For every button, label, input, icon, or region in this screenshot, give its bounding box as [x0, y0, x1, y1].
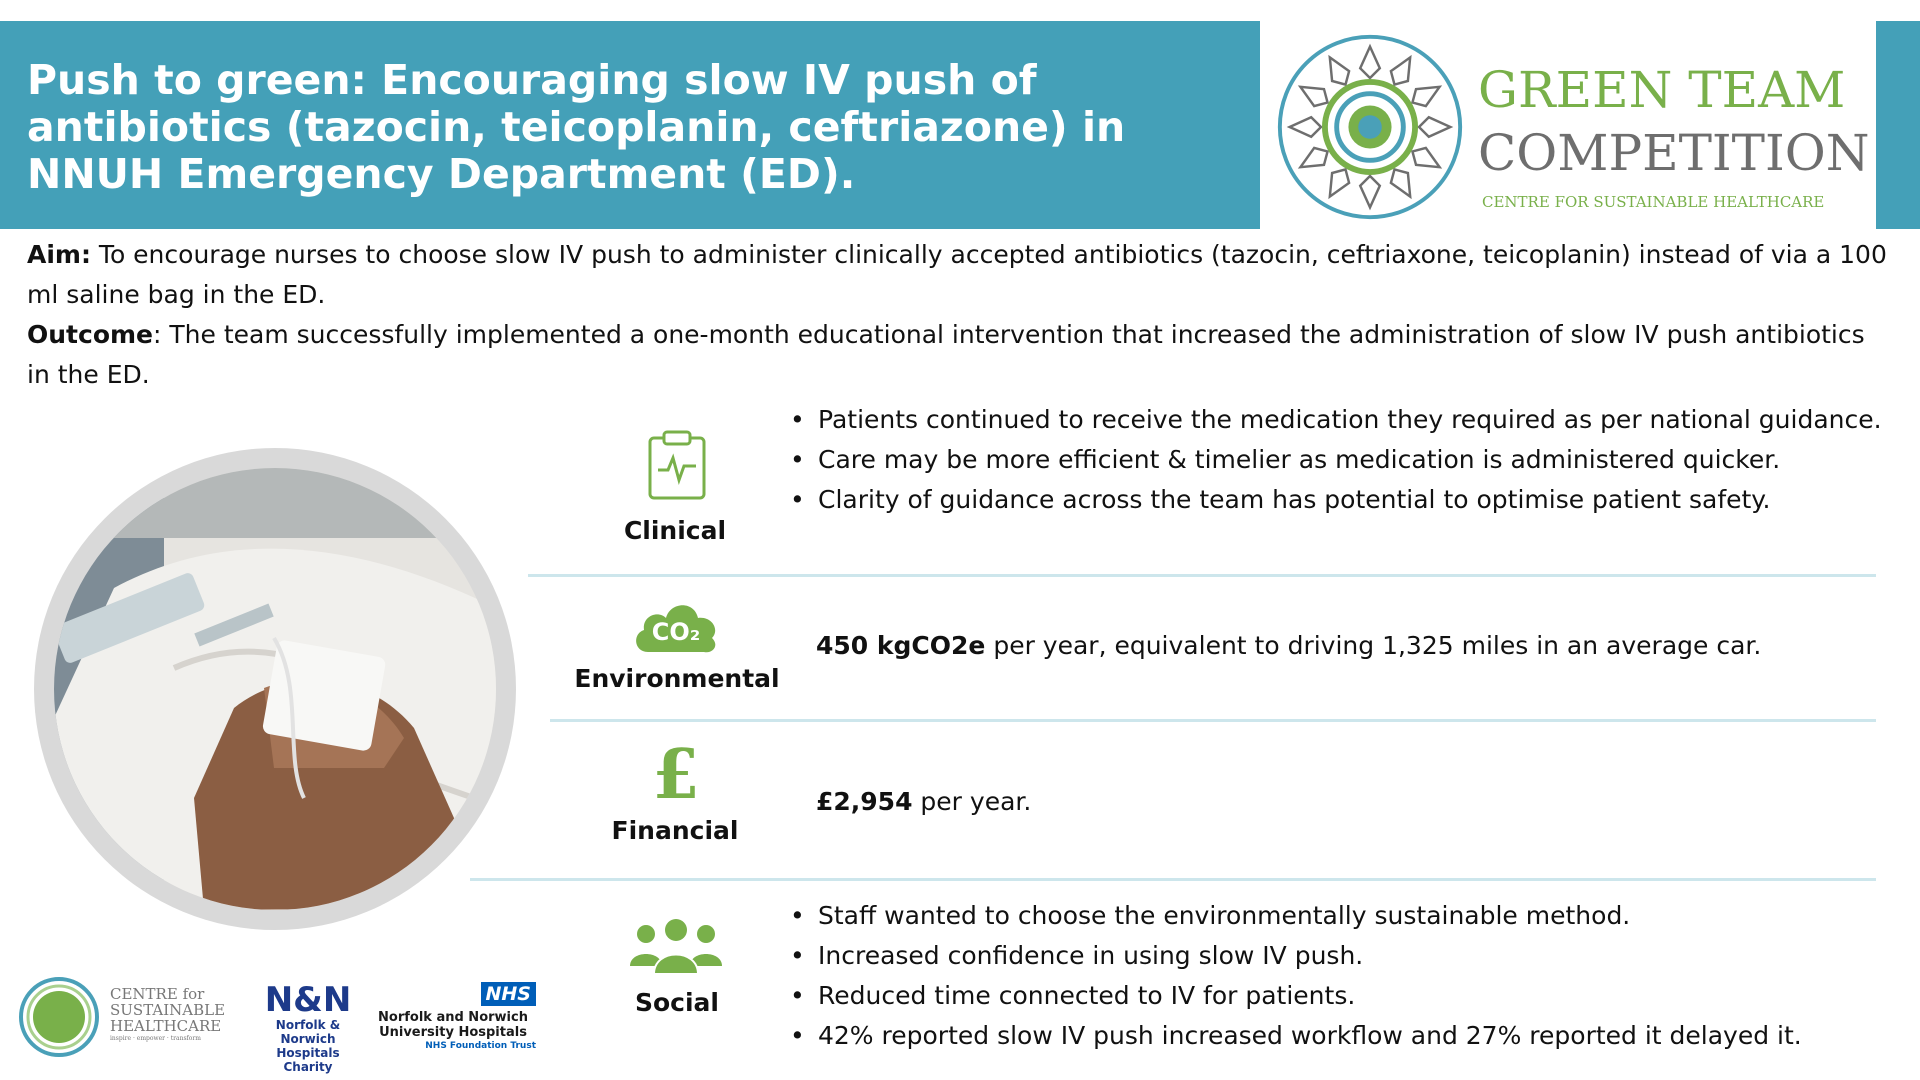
list-item: 42% reported slow IV push increased work…	[790, 1016, 1900, 1056]
csh-circle-logo-icon	[19, 977, 99, 1057]
environmental-text: 450 kgCO2e per year, equivalent to drivi…	[816, 626, 1761, 666]
list-item: Clarity of guidance across the team has …	[790, 480, 1890, 520]
divider-environmental	[550, 719, 1876, 722]
aim-paragraph: Aim: To encourage nurses to choose slow …	[27, 235, 1887, 315]
nhs-mark: NHS	[480, 982, 536, 1006]
csh-tagline: inspire · empower · transform	[110, 1035, 201, 1042]
csh-line1: CENTRE for	[110, 985, 205, 1003]
banner-right-strip	[1876, 21, 1920, 229]
list-item: Patients continued to receive the medica…	[790, 400, 1890, 440]
environmental-description: per year, equivalent to driving 1,325 mi…	[985, 631, 1762, 660]
aim-text: To encourage nurses to choose slow IV pu…	[27, 240, 1887, 309]
green-team-logo: GREEN TEAM COMPETITION CENTRE FOR SUSTAI…	[1260, 21, 1876, 229]
iv-cannula-photo	[54, 468, 496, 910]
iv-hand-illustration	[54, 468, 496, 910]
nn-line2: Hospitals Charity	[276, 1046, 340, 1074]
people-group-icon	[630, 919, 722, 975]
co2-icon-text: CO₂	[652, 618, 701, 646]
nn-line1: Norfolk & Norwich	[275, 1018, 341, 1046]
csh-line2: SUSTAINABLE	[110, 1001, 226, 1019]
environmental-label: Environmental	[574, 664, 780, 693]
page-title: Push to green: Encouraging slow IV push …	[27, 56, 1126, 198]
mandala-logo-icon	[1277, 34, 1463, 220]
financial-description: per year.	[912, 787, 1032, 816]
logo-text-competition: COMPETITION	[1478, 124, 1870, 182]
divider-financial	[470, 878, 1876, 881]
social-bullets: Staff wanted to choose the environmental…	[790, 896, 1900, 1056]
outcome-text: : The team successfully implemented a on…	[27, 320, 1865, 389]
outcome-label: Outcome	[27, 320, 154, 349]
partner-logos: CENTRE for SUSTAINABLE HEALTHCARE inspir…	[18, 972, 538, 1074]
list-item: Reduced time connected to IV for patient…	[790, 976, 1900, 1016]
csh-line3: HEALTHCARE	[110, 1017, 222, 1035]
list-item: Care may be more efficient & timelier as…	[790, 440, 1890, 480]
nhs-line2: University Hospitals	[379, 1025, 527, 1040]
photo-frame	[34, 448, 516, 930]
nn-mark: N&N	[264, 980, 352, 1020]
clinical-bullets: Patients continued to receive the medica…	[790, 400, 1890, 520]
list-item: Increased confidence in using slow IV pu…	[790, 936, 1900, 976]
clipboard-heartbeat-icon	[648, 430, 706, 500]
list-item: Staff wanted to choose the environmental…	[790, 896, 1900, 936]
csh-logo-text: CENTRE for SUSTAINABLE HEALTHCARE inspir…	[110, 986, 225, 1044]
financial-text: £2,954 per year.	[816, 782, 1031, 822]
intro-text: Aim: To encourage nurses to choose slow …	[27, 235, 1887, 395]
nn-charity-logo: N&N Norfolk & Norwich Hospitals Charity	[250, 982, 366, 1074]
divider-clinical	[528, 574, 1876, 577]
nhs-line1: Norfolk and Norwich	[378, 1010, 528, 1025]
social-label: Social	[634, 988, 719, 1017]
logo-text-csh: CENTRE FOR SUSTAINABLE HEALTHCARE	[1482, 193, 1825, 211]
clinical-label: Clinical	[623, 516, 727, 545]
logo-text-green-team: GREEN TEAM	[1478, 61, 1846, 119]
financial-value: £2,954	[816, 787, 913, 816]
title-banner: Push to green: Encouraging slow IV push …	[0, 21, 1260, 229]
nhs-line3: NHS Foundation Trust	[425, 1041, 536, 1051]
outcome-paragraph: Outcome: The team successfully implement…	[27, 315, 1887, 395]
pound-sign-icon: £	[652, 735, 700, 815]
environmental-value: 450 kgCO2e	[816, 631, 986, 660]
financial-label: Financial	[611, 816, 739, 845]
aim-label: Aim:	[27, 240, 91, 269]
co2-cloud-icon: CO₂	[636, 605, 716, 653]
